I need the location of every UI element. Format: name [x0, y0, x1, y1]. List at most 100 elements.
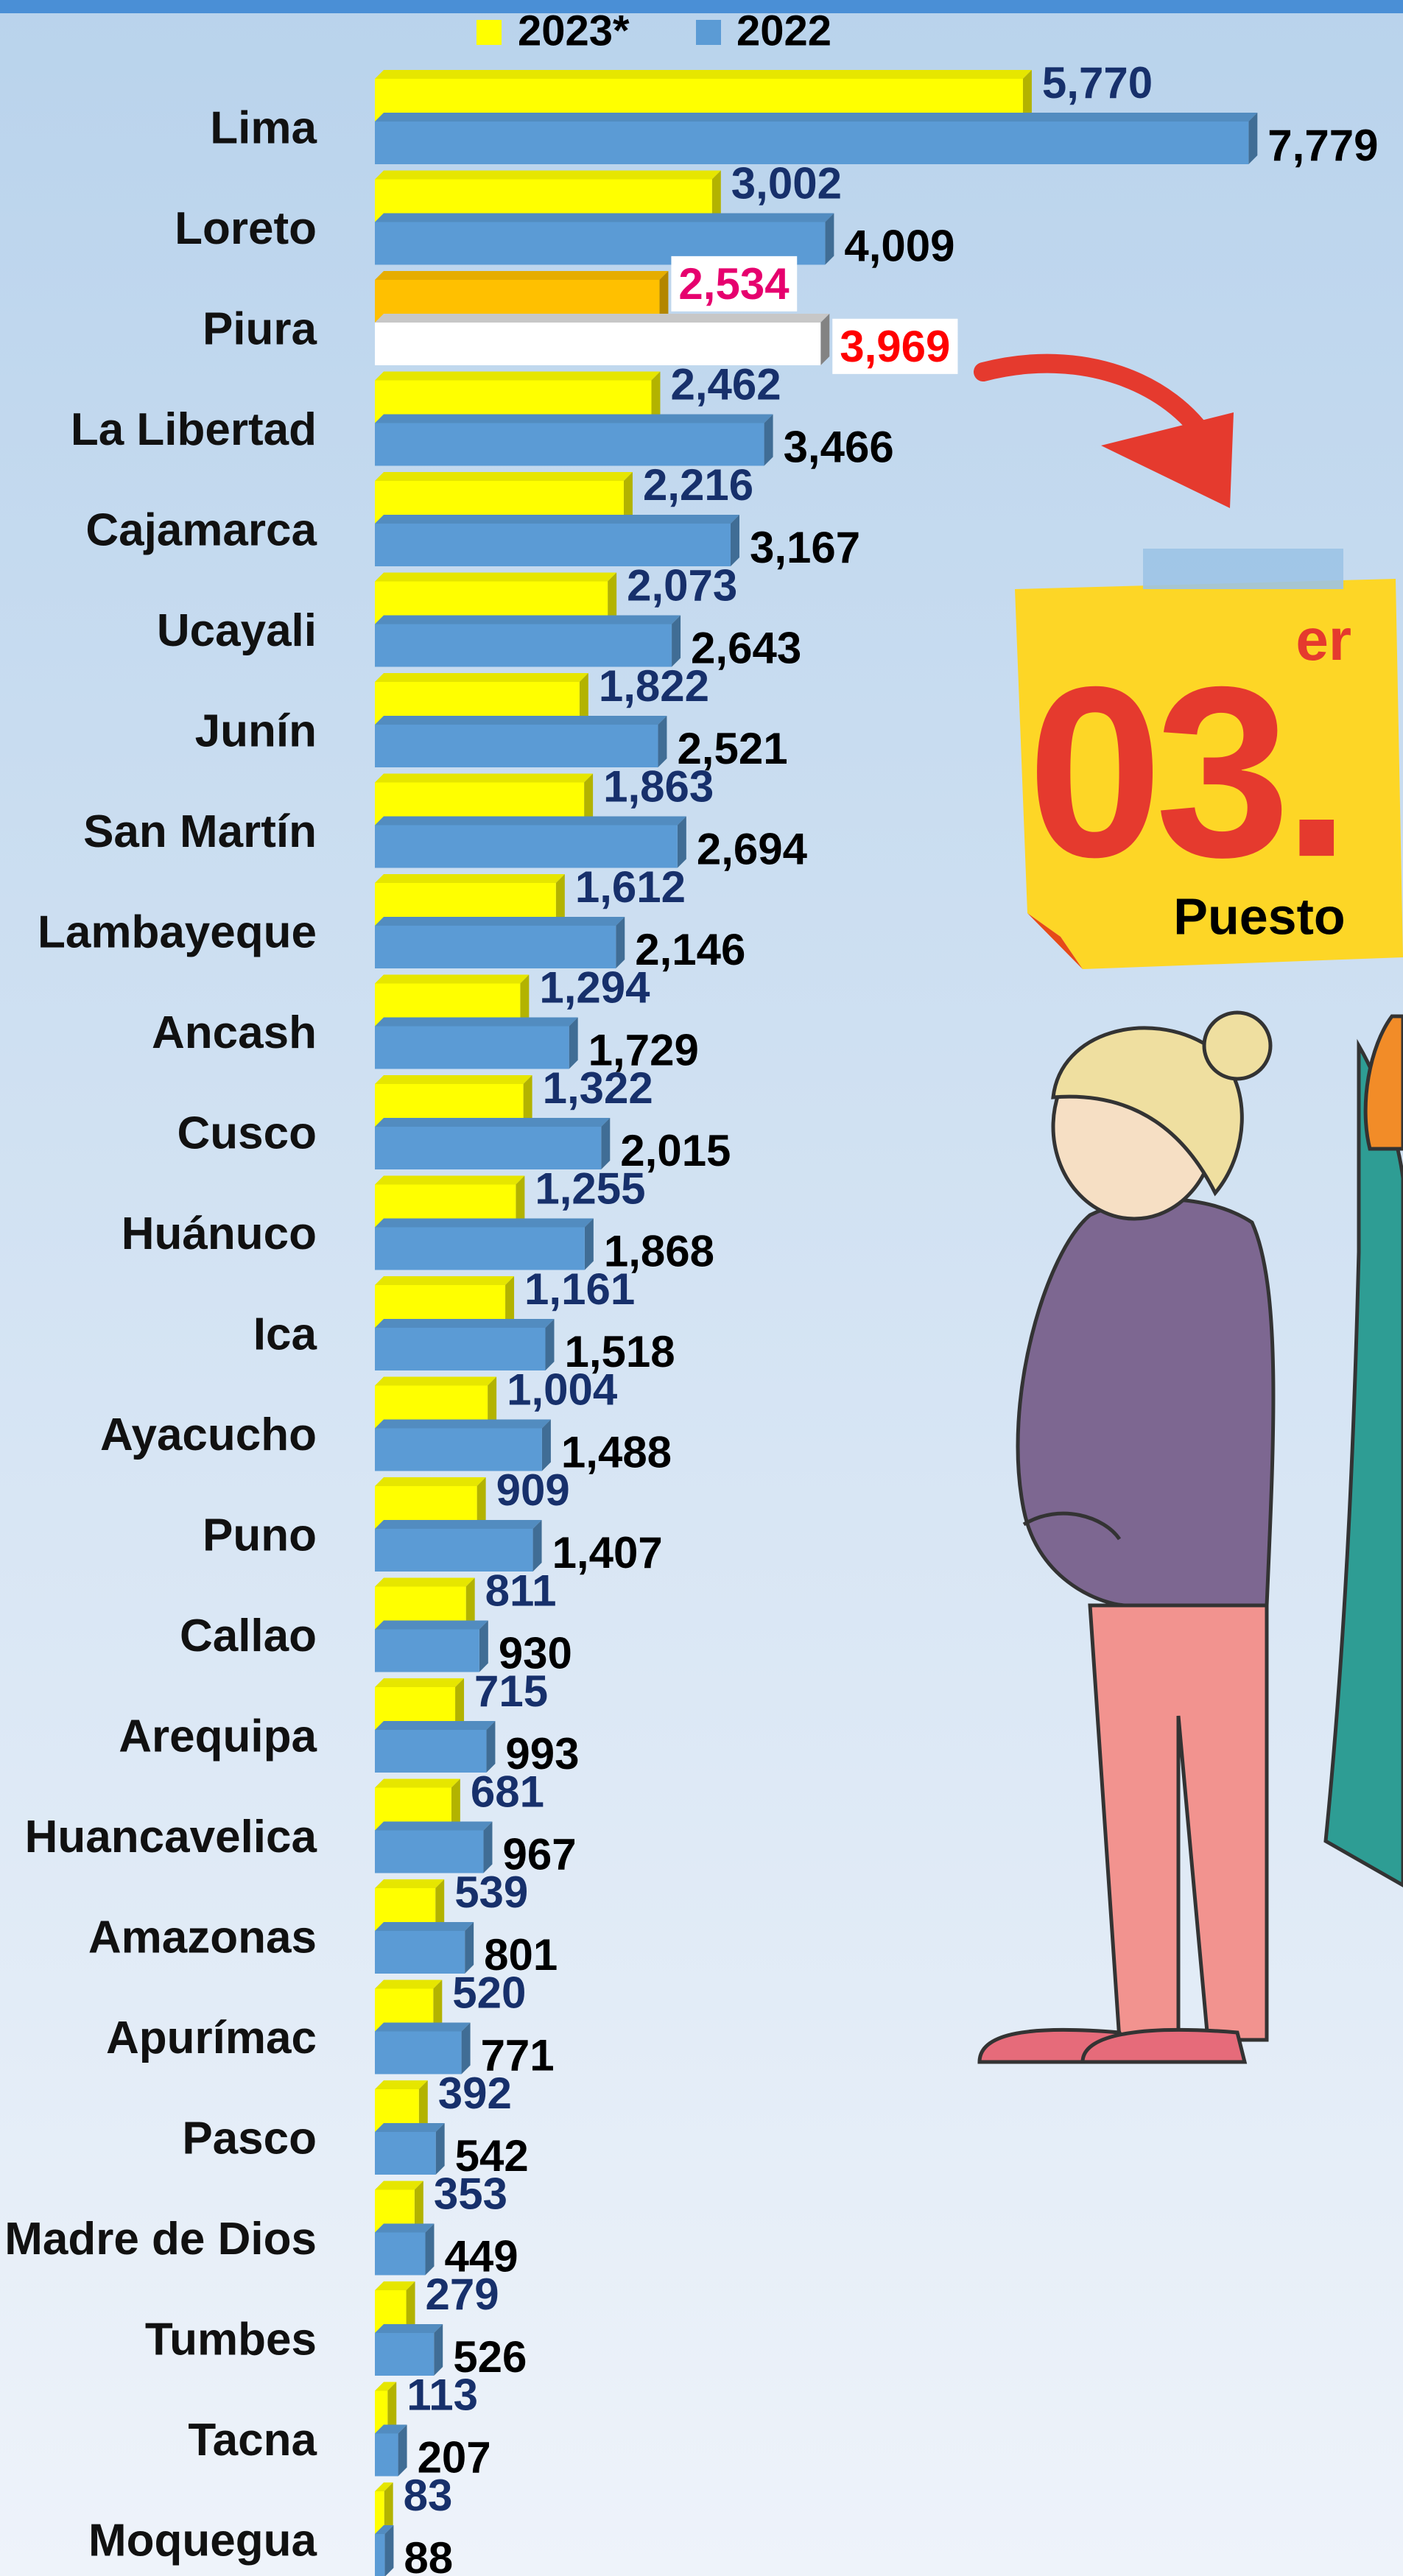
illustration: [977, 1010, 1403, 2064]
bar-top: [375, 716, 667, 725]
rank-number: 03.: [1027, 636, 1343, 907]
bar-side: [608, 572, 617, 624]
label-background: [832, 318, 958, 374]
legend-label: 2022: [736, 7, 831, 54]
value-label: 1,161: [524, 1264, 635, 1314]
value-label: 3,466: [784, 422, 894, 471]
bar: [375, 2333, 435, 2376]
bar: [375, 2534, 385, 2576]
bar-side: [1022, 70, 1032, 122]
value-label: 1,868: [604, 1226, 714, 1275]
bar-top: [375, 472, 633, 481]
category-label: Tacna: [188, 2415, 317, 2466]
bar: [375, 1931, 465, 1974]
value-label: 715: [474, 1667, 548, 1716]
bar-side: [601, 1118, 611, 1169]
label-background: [671, 256, 798, 312]
category-label: Loreto: [175, 203, 317, 254]
arrow: [974, 353, 1217, 451]
bar-top: [375, 70, 1032, 79]
category-label: Lambayeque: [38, 907, 317, 957]
bar-top: [375, 615, 681, 624]
bar-top: [375, 673, 588, 682]
bar-side: [477, 1477, 486, 1529]
bar-top: [375, 113, 1258, 122]
bar: [375, 323, 821, 365]
bar-top: [375, 572, 617, 582]
bar-side: [677, 816, 686, 868]
bar-top: [375, 1922, 474, 1931]
bar: [375, 122, 1249, 164]
category-label: Piura: [203, 303, 317, 354]
value-label: 207: [418, 2432, 491, 2482]
bar-top: [375, 314, 830, 323]
bar-side: [486, 1721, 496, 1773]
bar-side: [505, 1276, 515, 1328]
value-label: 2,216: [643, 460, 753, 510]
value-label: 4,009: [844, 221, 954, 270]
bar-top: [375, 874, 565, 883]
value-label: 2,462: [670, 359, 781, 409]
bar-side: [730, 515, 739, 566]
bar-side: [435, 1879, 445, 1931]
bar: [375, 1227, 585, 1270]
bar-side: [651, 371, 661, 423]
bar-top: [375, 1721, 496, 1730]
bar-side: [711, 170, 721, 222]
bar-top: [375, 170, 721, 180]
bar-side: [658, 716, 667, 767]
bar: [375, 524, 731, 566]
value-label: 526: [453, 2332, 527, 2382]
value-label: 83: [404, 2471, 453, 2520]
value-label: 1,004: [507, 1365, 618, 1414]
bar-top: [375, 1175, 525, 1185]
bar-side: [435, 2123, 445, 2175]
bar-side: [384, 2525, 394, 2576]
category-label: Huánuco: [122, 1208, 317, 1259]
bar: [375, 1428, 542, 1471]
bar: [375, 1127, 602, 1169]
rank-suffix: er: [1295, 607, 1351, 672]
bar: [375, 423, 764, 466]
bar-side: [384, 2482, 393, 2534]
value-label: 1,612: [575, 862, 686, 912]
bar-side: [433, 1979, 443, 2032]
category-label: La Libertad: [71, 404, 317, 455]
category-label: Amazonas: [88, 1912, 317, 1963]
value-label: 1,822: [599, 661, 709, 711]
category-label: Arequipa: [119, 1711, 317, 1762]
value-label: 1,518: [564, 1327, 675, 1376]
bar-top: [375, 2080, 428, 2089]
value-label: 353: [434, 2169, 507, 2218]
value-label: 3,969: [840, 322, 950, 371]
value-label: 449: [444, 2231, 518, 2281]
bar-side: [451, 1778, 460, 1831]
bar-side: [532, 1520, 542, 1572]
bar-top: [375, 213, 834, 222]
bar-side: [820, 314, 830, 365]
bar-top: [375, 2123, 445, 2132]
value-label: 1,488: [561, 1427, 672, 1477]
bar-top: [375, 1419, 551, 1429]
bar-side: [455, 1678, 465, 1730]
bar: [375, 926, 616, 968]
bar: [375, 1328, 546, 1370]
bar: [375, 2232, 426, 2276]
bar-top: [375, 371, 661, 381]
bar-top: [375, 2281, 415, 2290]
value-label: 1,407: [552, 1528, 663, 1577]
value-label: 113: [407, 2370, 478, 2419]
bar-side: [479, 1620, 488, 1672]
bar: [375, 2390, 388, 2434]
category-label: Ayacucho: [100, 1410, 317, 1460]
bar-side: [579, 673, 588, 725]
bar-side: [672, 615, 681, 667]
value-label: 993: [505, 1729, 579, 1778]
category-label: Apurímac: [106, 2013, 317, 2063]
bar-top: [375, 2181, 423, 2190]
bar-side: [545, 1319, 555, 1370]
bar-top: [375, 1821, 493, 1831]
value-label: 1,322: [543, 1063, 653, 1113]
value-label: 967: [502, 1829, 576, 1879]
bar-top: [375, 1276, 515, 1285]
